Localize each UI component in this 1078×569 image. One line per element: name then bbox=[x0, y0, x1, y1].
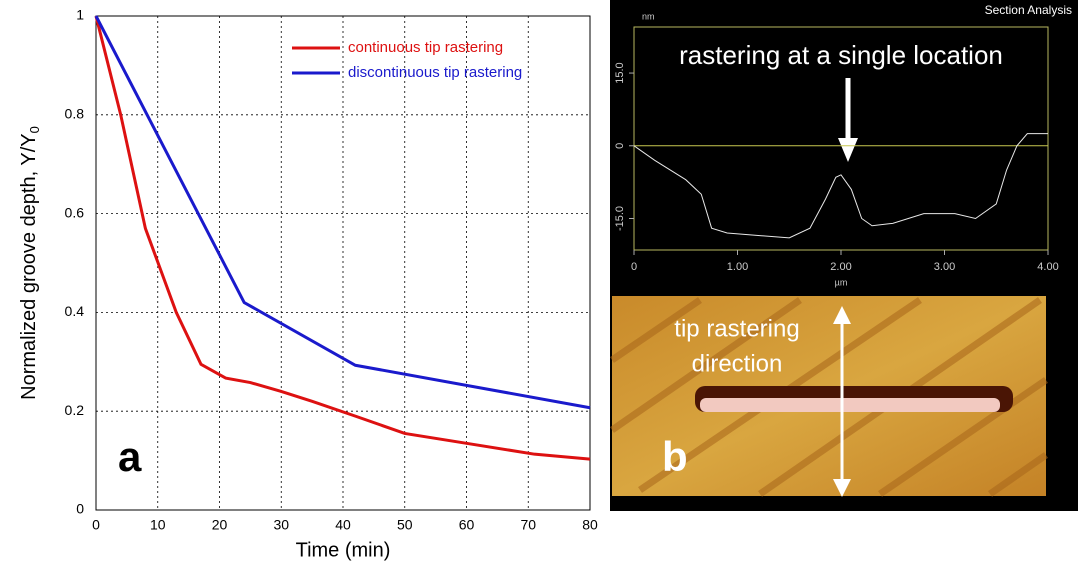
x-tick-label: 50 bbox=[397, 517, 413, 533]
y-tick-label: 0.8 bbox=[65, 106, 85, 122]
y-tick-label: 0.6 bbox=[65, 204, 85, 220]
x-tick-label: 40 bbox=[335, 517, 351, 533]
title: Section Analysis bbox=[985, 3, 1072, 17]
x-tick-label: 4.00 bbox=[1037, 261, 1058, 273]
y-tick-label: 1 bbox=[76, 7, 84, 23]
legend-label: continuous tip rastering bbox=[348, 39, 503, 56]
x-tick-label: 0 bbox=[631, 261, 637, 273]
x-tick-label: 3.00 bbox=[934, 261, 955, 273]
y-axis-label: Normalized groove depth, Y/Y0 bbox=[18, 126, 42, 400]
x-axis-label: Time (min) bbox=[296, 539, 391, 561]
y-tick-label: 15.0 bbox=[614, 62, 626, 83]
x-tick-label: 10 bbox=[150, 517, 166, 533]
x-tick-label: 80 bbox=[582, 517, 598, 533]
image-annotation: direction bbox=[692, 350, 783, 377]
y-axis-label-main: Normalized groove depth, Y/Y bbox=[18, 133, 40, 399]
x-unit: µm bbox=[835, 277, 848, 287]
panel-label: a bbox=[118, 433, 142, 480]
y-tick-label: -15.0 bbox=[614, 206, 626, 231]
groove bbox=[700, 398, 1000, 412]
y-tick-label: 0.4 bbox=[65, 303, 85, 319]
x-tick-label: 2.00 bbox=[830, 261, 851, 273]
y-tick-label: 0 bbox=[614, 143, 626, 149]
x-tick-label: 70 bbox=[520, 517, 536, 533]
x-tick-label: 1.00 bbox=[727, 261, 748, 273]
x-tick-label: 60 bbox=[459, 517, 475, 533]
afm-image: tip rastering direction b bbox=[612, 296, 1046, 497]
y-tick-label: 0.2 bbox=[65, 402, 85, 418]
legend-label: discontinuous tip rastering bbox=[348, 64, 522, 81]
panel-label: b bbox=[662, 433, 688, 480]
x-tick-label: 0 bbox=[92, 517, 100, 533]
x-tick-label: 20 bbox=[212, 517, 228, 533]
figure: tip rasteringdirectionb 0102030405060708… bbox=[0, 0, 1078, 569]
x-tick-label: 30 bbox=[273, 517, 289, 533]
annotation: rastering at a single location bbox=[679, 40, 1003, 70]
y-axis-label-subscript: 0 bbox=[27, 126, 42, 133]
y-tick-label: 0 bbox=[76, 501, 84, 517]
y-unit: nm bbox=[642, 11, 655, 21]
image-annotation: tip rastering bbox=[674, 315, 799, 342]
